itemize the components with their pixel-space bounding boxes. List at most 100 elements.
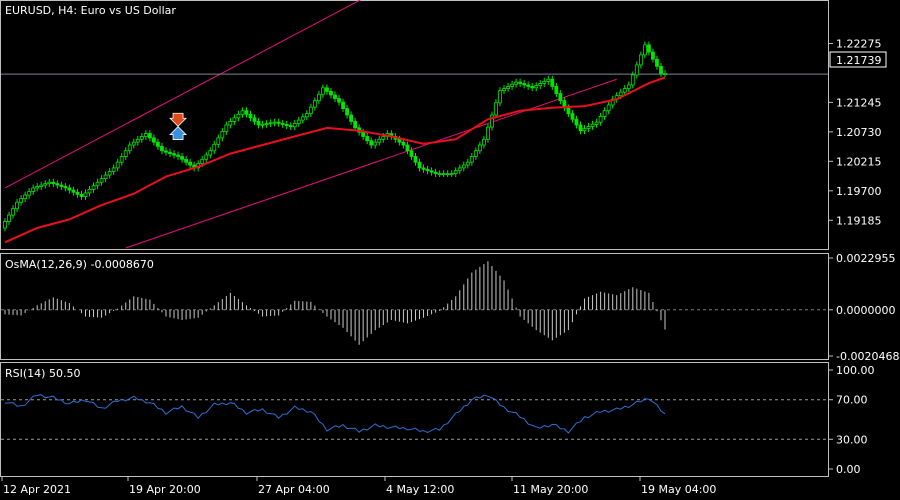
time-tick-label: 19 Apr 20:00 <box>129 483 201 496</box>
candle-body <box>168 151 172 155</box>
candle-body <box>164 150 168 153</box>
candle-body <box>494 102 498 116</box>
candle-body <box>453 170 458 175</box>
rsi-plot <box>1 394 828 440</box>
candle-body <box>353 121 358 129</box>
candle-body <box>510 83 514 87</box>
candle-body <box>300 116 305 121</box>
candle-body <box>441 173 446 176</box>
candle-body <box>425 168 430 172</box>
candle-body <box>349 114 353 122</box>
candle-body <box>457 167 462 172</box>
candle-body <box>180 156 184 160</box>
candle-body <box>590 123 595 127</box>
osma-tick-label: 0.0022955 <box>836 252 896 265</box>
candle-body <box>99 178 104 183</box>
current-price-label: 1.21739 <box>836 54 882 67</box>
candle-body <box>184 158 188 163</box>
candle-body <box>598 116 603 123</box>
candle-body <box>630 74 635 86</box>
candle-body <box>152 137 156 143</box>
candle-body <box>554 85 559 94</box>
candle-body <box>43 183 48 186</box>
candle-body <box>574 118 579 126</box>
candle-body <box>477 144 482 152</box>
rsi-tick-label: 30.00 <box>836 433 868 446</box>
candle-body <box>71 189 76 193</box>
candle-body <box>51 181 56 185</box>
candle-body <box>365 136 370 142</box>
candle-body <box>373 141 378 146</box>
candle-body <box>39 184 44 187</box>
candle-body <box>329 90 333 96</box>
rsi-value-axis: 100.00 70.00 30.00 0.00 <box>828 364 875 476</box>
candle-body <box>465 161 470 166</box>
candle-body <box>413 156 418 163</box>
candle-body <box>31 187 36 192</box>
candle-body <box>409 150 414 157</box>
candle-body <box>156 141 160 147</box>
osma-tick-label: 0.0000000 <box>836 304 896 317</box>
main-chart-title: EURUSD, H4: Euro vs US Dollar <box>5 4 176 17</box>
candle-body <box>651 51 655 60</box>
candle-body <box>23 194 28 200</box>
candle-body <box>377 138 382 143</box>
candle-body <box>437 173 442 176</box>
candle-body <box>127 144 132 152</box>
price-tick-label: 1.19185 <box>836 214 882 227</box>
candle-body <box>15 201 19 210</box>
candle-body <box>361 131 366 137</box>
candle-body <box>618 91 623 97</box>
candle-body <box>200 158 205 165</box>
candle-body <box>272 121 277 124</box>
candle-body <box>19 198 23 203</box>
time-tick-label: 12 Apr 2021 <box>3 483 71 496</box>
candle-body <box>143 133 148 137</box>
candle-body <box>103 174 108 180</box>
candle-body <box>634 64 639 76</box>
candle-body <box>208 150 213 156</box>
candle-body <box>417 161 422 169</box>
main-plot <box>1 0 828 249</box>
candle-body <box>7 214 11 222</box>
candle-body <box>147 133 152 139</box>
candle-body <box>522 83 527 86</box>
candle-body <box>288 125 293 128</box>
candle-body <box>55 183 60 186</box>
candle-body <box>550 78 555 87</box>
candle-body <box>284 124 289 126</box>
candle-body <box>345 108 349 116</box>
price-tick-label: 1.20730 <box>836 126 882 139</box>
candle-body <box>280 122 285 125</box>
candle-body <box>469 156 474 163</box>
candle-body <box>216 137 221 145</box>
candle-body <box>228 121 233 126</box>
main-price-axis: 1.22275 1.21245 1.20730 1.20215 1.19700 1.191… <box>828 37 882 227</box>
price-tick-label: 1.19700 <box>836 185 882 198</box>
rsi-panel-frame <box>0 362 829 477</box>
candle-body <box>172 153 176 156</box>
candle-body <box>119 156 124 163</box>
candle-body <box>107 171 112 176</box>
candle-body <box>518 81 523 84</box>
candle-body <box>321 87 325 95</box>
candle-body <box>542 80 547 84</box>
candle-body <box>558 93 563 102</box>
osma-panel-frame <box>0 253 829 360</box>
rsi-line <box>4 394 666 434</box>
rsi-tick-label: 100.00 <box>836 364 875 377</box>
candle-body <box>268 122 273 125</box>
candle-body <box>27 191 32 196</box>
buy-arrow-icon <box>169 126 188 140</box>
candle-body <box>75 191 80 195</box>
rsi-tick-label: 0.00 <box>836 463 861 476</box>
time-axis: 12 Apr 2021 19 Apr 20:00 27 Apr 04:00 4 May… <box>1 477 716 496</box>
candle-body <box>401 141 406 146</box>
candle-body <box>139 136 144 140</box>
candle-body <box>530 85 535 89</box>
candle-body <box>570 113 575 120</box>
candle-body <box>188 161 193 166</box>
candle-body <box>111 167 116 172</box>
channel-line-upper <box>4 0 362 189</box>
